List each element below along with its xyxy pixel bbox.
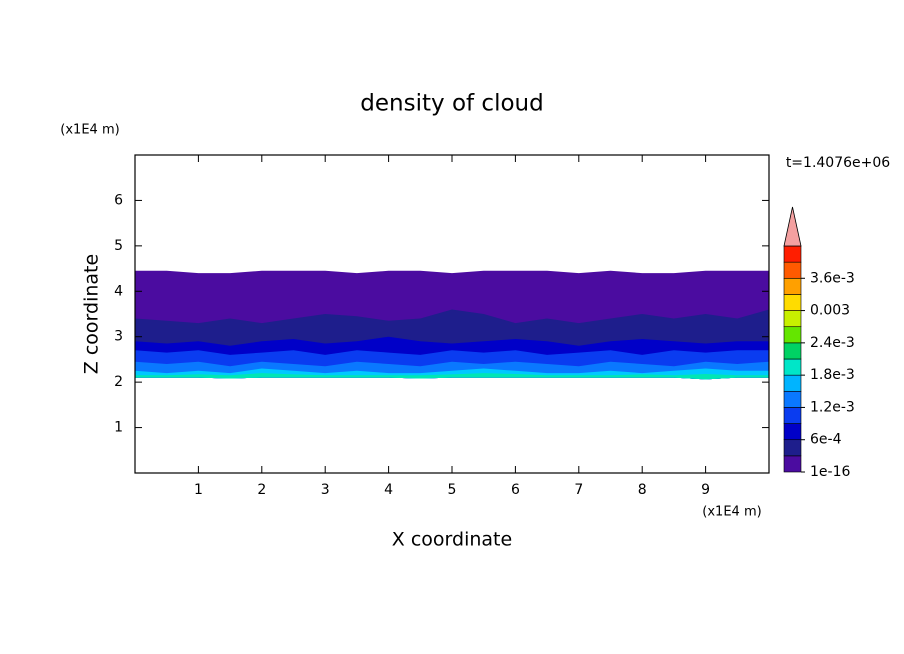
colorbar-swatch [783, 245, 802, 263]
colorbar-label: 0.003 [810, 303, 850, 319]
colorbar-label: 6e-4 [810, 432, 842, 448]
y-tick-label: 2 [114, 374, 123, 390]
y-axis-title: Z coordinate [81, 254, 103, 374]
x-tick-label: 8 [638, 482, 647, 498]
x-tick-label: 1 [194, 482, 203, 498]
contour-field [135, 270, 769, 380]
time-label: t=1.4076e+06 [786, 155, 890, 171]
colorbar-swatch [783, 407, 802, 424]
x-tick-label: 9 [701, 482, 710, 498]
y-tick-label: 1 [114, 420, 123, 436]
colorbar-label: 1.8e-3 [810, 367, 855, 383]
colorbar-label: 1.2e-3 [810, 399, 855, 415]
x-unit: (x1E4 m) [702, 505, 761, 520]
colorbar-swatch [783, 342, 802, 360]
colorbar-extend [783, 206, 802, 247]
x-tick-label: 7 [574, 482, 583, 498]
chart-title: density of cloud [360, 91, 543, 117]
y-tick-label: 5 [114, 238, 123, 254]
colorbar-swatch [783, 374, 802, 392]
x-tick-label: 4 [384, 482, 393, 498]
axes: 1 2 3 4 5 6 7 8 9 1 2 3 4 5 6 [114, 154, 770, 498]
colorbar-swatch [783, 439, 802, 457]
colorbar-label: 2.4e-3 [810, 335, 855, 351]
x-tick-label: 2 [257, 482, 266, 498]
y-tick-label: 6 [114, 192, 123, 208]
y-tick-label: 4 [114, 283, 123, 299]
x-tick-label: 5 [448, 482, 457, 498]
colorbar-swatch [783, 390, 802, 408]
x-tick-label: 6 [511, 482, 520, 498]
y-unit: (x1E4 m) [60, 123, 119, 138]
colorbar-swatch [783, 277, 802, 295]
colorbar-label: 3.6e-3 [810, 270, 855, 286]
colorbar-swatch [783, 261, 802, 279]
colorbar-swatch [783, 326, 802, 344]
colorbar-label: 1e-16 [810, 464, 850, 480]
colorbar-swatch [783, 358, 802, 376]
y-tick-label: 3 [114, 329, 123, 345]
x-axis-title: X coordinate [392, 529, 512, 551]
colorbar-swatch [783, 423, 802, 441]
contour-band [135, 373, 769, 380]
x-tick-label: 3 [321, 482, 330, 498]
colorbar-swatch [783, 310, 802, 328]
colorbar-swatch [783, 294, 802, 311]
colorbar: 1e-16 6e-4 1.2e-3 1.8e-3 2.4e-3 0.003 3.6e-3 [783, 206, 855, 480]
colorbar-swatch [783, 455, 802, 473]
